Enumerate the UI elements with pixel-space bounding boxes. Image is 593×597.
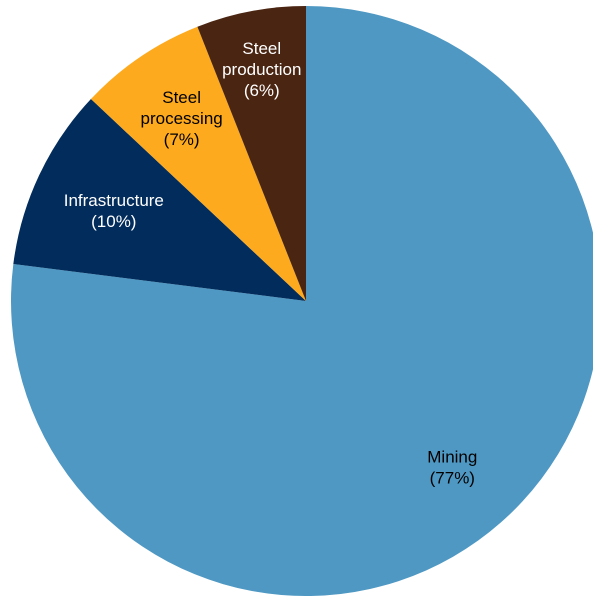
pie-label-percent: (6%) (244, 81, 280, 100)
pie-label-infrastructure: Infrastructure (10%) (64, 191, 164, 231)
pie-slice-infrastructure (13, 99, 306, 302)
pie-label-percent: (7%) (164, 130, 200, 149)
pie-slice-steel-processing (90, 26, 306, 301)
pie-slice-mining (11, 6, 593, 596)
pie-slice-steel-production (197, 6, 306, 301)
pie-label-name: Steel (242, 39, 281, 58)
pie-label-name: Mining (427, 447, 477, 466)
pie-label-steel-production: Steel production (6%) (222, 39, 301, 100)
pie-label-percent: (77%) (430, 468, 475, 487)
pie-label-steel-processing: Steel processing (7%) (141, 88, 223, 149)
pie-label-name: production (222, 60, 301, 79)
pie-label-name: Steel (162, 88, 201, 107)
pie-label-name: processing (141, 109, 223, 128)
pie-label-percent: (10%) (91, 212, 136, 231)
pie-label-name: Infrastructure (64, 191, 164, 210)
pie-label-mining: Mining (77%) (427, 447, 477, 487)
